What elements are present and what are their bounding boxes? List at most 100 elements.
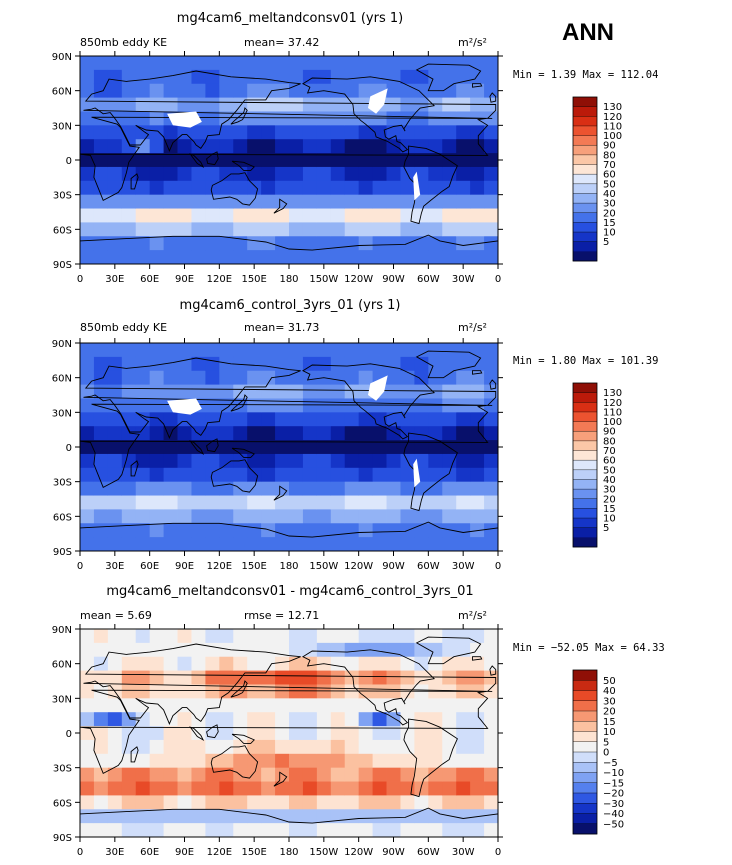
y-tick-label: 0 bbox=[66, 443, 72, 454]
field-cell bbox=[386, 809, 401, 824]
field-cell bbox=[428, 642, 443, 658]
field-cell bbox=[261, 166, 276, 182]
field-cell bbox=[484, 412, 499, 427]
field-cell bbox=[358, 753, 373, 769]
field-cell bbox=[107, 208, 123, 223]
field-cell bbox=[330, 69, 346, 85]
field-cell bbox=[191, 69, 206, 85]
colorbar-label: 10 bbox=[603, 514, 616, 525]
field-cell bbox=[316, 523, 332, 538]
field-cell bbox=[261, 83, 276, 98]
field-cell bbox=[470, 767, 485, 782]
field-cell bbox=[121, 56, 137, 71]
field-cell bbox=[289, 384, 304, 399]
field-cell bbox=[261, 795, 276, 810]
coastline bbox=[489, 665, 497, 676]
field-cell bbox=[386, 523, 401, 538]
field-cell bbox=[205, 343, 220, 358]
colorbar-label: 130 bbox=[603, 102, 622, 113]
field-cell bbox=[442, 537, 457, 552]
field-cell bbox=[219, 656, 234, 671]
field-cell bbox=[372, 398, 387, 413]
field-cell bbox=[414, 509, 429, 524]
field-cell bbox=[121, 208, 137, 223]
field-cell bbox=[107, 823, 123, 838]
field-cell bbox=[442, 629, 457, 644]
field-cell bbox=[219, 481, 234, 496]
field-cell bbox=[80, 453, 95, 469]
colorbar-label: 20 bbox=[603, 707, 616, 718]
field-cell bbox=[330, 656, 346, 671]
coastline bbox=[231, 160, 255, 171]
field-cell bbox=[177, 656, 192, 671]
field-cell bbox=[80, 523, 95, 538]
field-cell bbox=[177, 712, 192, 727]
field-cell bbox=[484, 356, 499, 372]
field-cell bbox=[344, 398, 360, 413]
colorbar-label: 10 bbox=[603, 727, 616, 738]
field-cell bbox=[484, 537, 499, 552]
field-cell bbox=[247, 426, 262, 441]
field-cell bbox=[400, 537, 415, 552]
field-cell bbox=[442, 642, 457, 658]
coastline bbox=[489, 92, 497, 103]
field-cell bbox=[330, 767, 346, 782]
field-cell bbox=[135, 180, 151, 196]
field-cell bbox=[358, 726, 373, 741]
field-cell bbox=[330, 453, 346, 469]
field-cell bbox=[330, 537, 346, 552]
field-cell bbox=[414, 384, 429, 399]
field-cell bbox=[163, 509, 178, 524]
field-cell bbox=[93, 726, 109, 741]
field-cell bbox=[470, 356, 485, 372]
field-cell bbox=[484, 370, 499, 385]
field-cell bbox=[107, 125, 123, 140]
field-cell bbox=[470, 166, 485, 182]
field-cell bbox=[135, 781, 151, 796]
field-cell bbox=[247, 726, 262, 741]
field-cell bbox=[107, 523, 123, 538]
field-cell bbox=[149, 356, 164, 372]
field-cell bbox=[442, 712, 457, 727]
field-cell bbox=[428, 139, 443, 154]
field-cell bbox=[191, 781, 206, 796]
field-cell bbox=[219, 781, 234, 796]
colorbar-label: −15 bbox=[603, 778, 624, 789]
field-cell bbox=[163, 781, 178, 796]
panel-units: m²/s² bbox=[458, 609, 487, 622]
field-cell bbox=[358, 412, 373, 427]
field-cell bbox=[205, 180, 220, 196]
x-tick-label: 90E bbox=[175, 561, 194, 572]
field-cell bbox=[149, 670, 164, 685]
field-cell bbox=[372, 180, 387, 196]
field-cell bbox=[149, 495, 164, 510]
field-cell bbox=[121, 495, 137, 510]
field-cell bbox=[205, 495, 220, 510]
colorbar-label: −5 bbox=[603, 758, 618, 769]
colorbar-swatch bbox=[573, 440, 597, 451]
field-cell bbox=[470, 753, 485, 769]
field-cell bbox=[302, 629, 318, 644]
field-cell bbox=[372, 684, 387, 699]
field-cell bbox=[344, 809, 360, 824]
panel-1: mg4cam6_meltandconsv01 (yrs 1) 850mb eddy… bbox=[52, 11, 659, 285]
field-cell bbox=[261, 809, 276, 824]
field-cell bbox=[456, 166, 471, 182]
field-cell bbox=[442, 698, 457, 713]
colorbar-label: 40 bbox=[603, 475, 616, 486]
field-cell bbox=[442, 56, 457, 71]
field-cell bbox=[386, 537, 401, 552]
field-cell bbox=[149, 370, 164, 385]
field-cell bbox=[121, 426, 137, 441]
field-cell bbox=[163, 495, 178, 510]
field-cell bbox=[205, 236, 220, 251]
field-cell bbox=[80, 370, 95, 385]
field-cell bbox=[484, 453, 499, 469]
field-cell bbox=[135, 495, 151, 510]
field-cell bbox=[205, 739, 220, 755]
field-cell bbox=[275, 370, 290, 385]
field-cell bbox=[261, 440, 276, 455]
field-cell bbox=[275, 753, 290, 769]
field-cell bbox=[330, 753, 346, 769]
